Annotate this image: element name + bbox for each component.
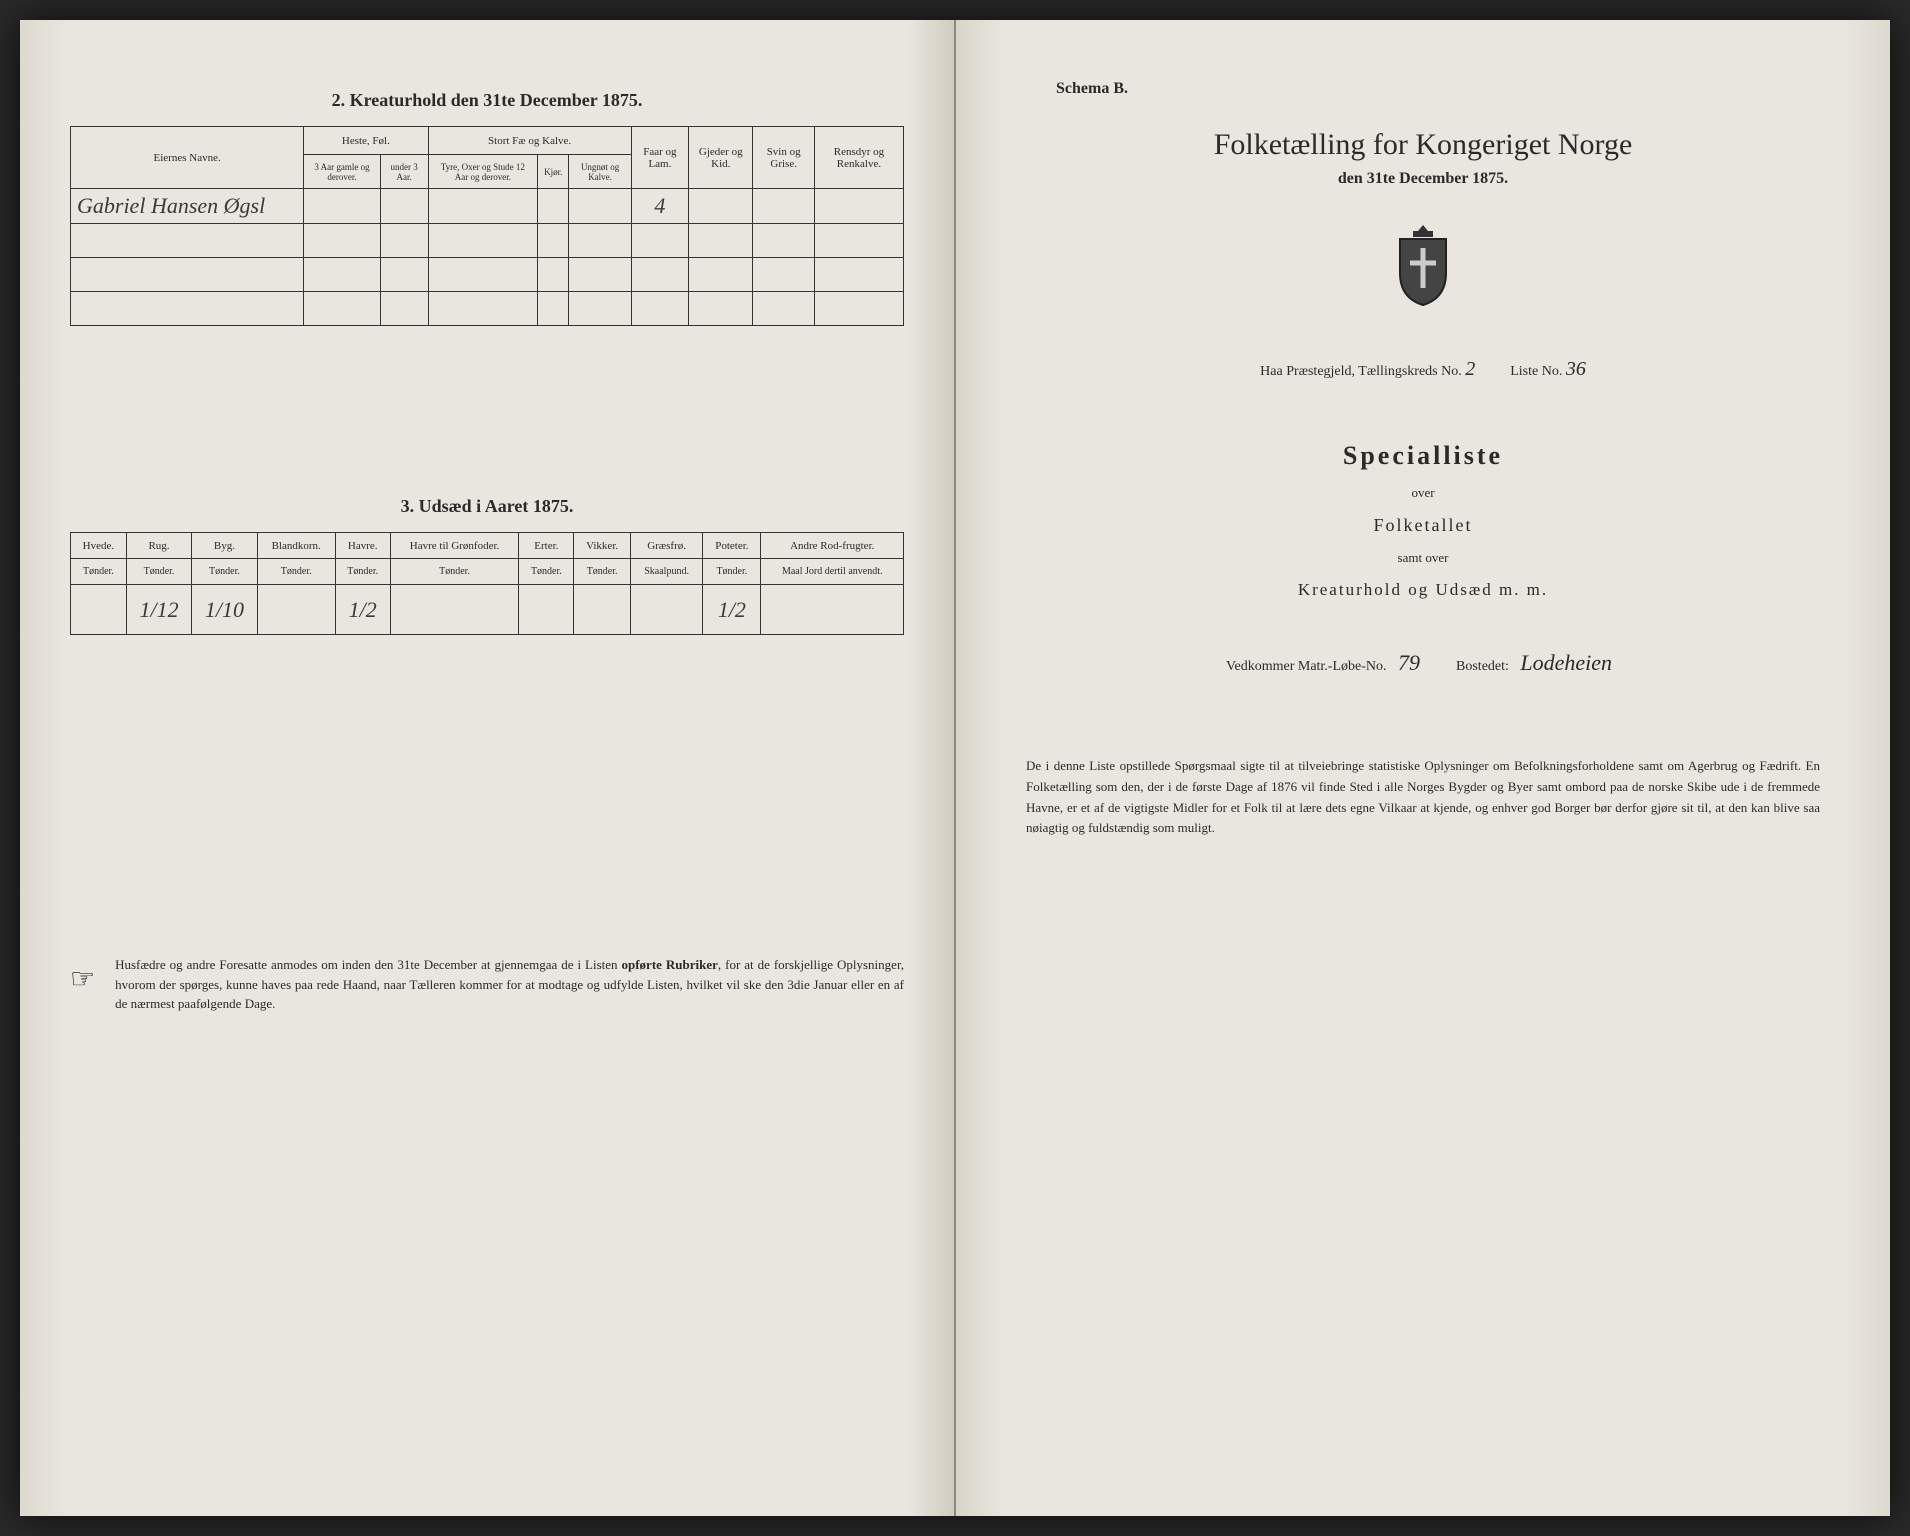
cell [761,585,904,635]
th: Tønder. [126,559,191,585]
section2-title: 2. Kreaturhold den 31te December 1875. [70,90,904,111]
liste-label: Liste No. [1510,364,1562,379]
cell [689,189,753,224]
th: Blandkorn. [257,533,335,559]
cell [569,189,631,224]
th: Byg. [192,533,257,559]
th-h2: under 3 Aar. [380,155,428,189]
th: Tønder. [71,559,127,585]
coat-of-arms-icon [1006,223,1840,323]
seed-table: Hvede. Rug. Byg. Blandkorn. Havre. Havre… [70,532,904,635]
right-page: Schema B. Folketælling for Kongeriget No… [956,20,1890,1516]
th-owner: Eiernes Navne. [71,127,304,189]
vedkommer-label: Vedkommer Matr.-Løbe-No. [1226,659,1387,674]
th-pigs: Svin og Grise. [753,127,814,189]
sheep-cell: 4 [631,189,688,224]
cell [814,189,903,224]
table-row: Gabriel Hansen Øgsl 4 [71,189,904,224]
cell: 1/2 [703,585,761,635]
district-prefix: Haa Præstegjeld, Tællingskreds No. [1260,364,1462,379]
th-reindeer: Rensdyr og Renkalve. [814,127,903,189]
th: Græsfrø. [630,533,702,559]
liste-no: 36 [1566,358,1586,380]
schema-label: Schema B. [1056,80,1840,98]
th: Erter. [519,533,574,559]
cell [390,585,519,635]
bostedet-label: Bostedet: [1456,659,1509,674]
table-row [71,258,904,292]
th: Vikker. [574,533,631,559]
table-row [71,292,904,326]
livestock-table: Eiernes Navne. Heste, Føl. Stort Fæ og K… [70,126,904,326]
th: Havre til Grønfoder. [390,533,519,559]
cell [538,189,569,224]
footnote: ☞ Husfædre og andre Foresatte anmodes om… [70,955,904,1014]
th: Tønder. [574,559,631,585]
th: Tønder. [335,559,390,585]
th-c1: Tyre, Oxer og Stude 12 Aar og derover. [428,155,538,189]
cell [428,189,538,224]
th: Tønder. [192,559,257,585]
table-row [71,224,904,258]
th: Skaalpund. [630,559,702,585]
th: Tønder. [257,559,335,585]
district-line: Haa Præstegjeld, Tællingskreds No. 2 Lis… [1006,358,1840,381]
samt-label: samt over [1006,550,1840,566]
th: Hvede. [71,533,127,559]
footnote-t1: Husfædre og andre Foresatte anmodes om i… [115,957,621,972]
th-horses: Heste, Føl. [304,127,428,155]
bostedet-value: Lodeheien [1520,650,1612,675]
cell [380,189,428,224]
th: Maal Jord dertil anvendt. [761,559,904,585]
kreatur-heading: Kreaturhold og Udsæd m. m. [1006,580,1840,600]
section3-title: 3. Udsæd i Aaret 1875. [70,496,904,517]
cell [753,189,814,224]
cell: 1/10 [192,585,257,635]
owner-cell: Gabriel Hansen Øgsl [71,189,304,224]
th-c3: Ungnøt og Kalve. [569,155,631,189]
th-h1: 3 Aar gamle og derover. [304,155,381,189]
cell: 1/2 [335,585,390,635]
cell [71,585,127,635]
th-goats: Gjeder og Kid. [689,127,753,189]
cell [257,585,335,635]
table-row: 1/12 1/10 1/2 1/2 [71,585,904,635]
pointing-hand-icon: ☞ [70,959,95,1014]
cell [630,585,702,635]
property-line: Vedkommer Matr.-Løbe-No. 79 Bostedet: Lo… [1006,650,1840,676]
census-date: den 31te December 1875. [1006,170,1840,188]
footnote-bold: opførte Rubriker [622,957,718,972]
cell [519,585,574,635]
th-c2: Kjør. [538,155,569,189]
book-spread: 2. Kreaturhold den 31te December 1875. E… [20,20,1890,1516]
th: Poteter. [703,533,761,559]
cell [574,585,631,635]
cell [304,189,381,224]
th: Andre Rod-frugter. [761,533,904,559]
th: Rug. [126,533,191,559]
district-no: 2 [1465,358,1475,380]
folketallet-heading: Folketallet [1006,515,1840,536]
over-label: over [1006,485,1840,501]
matr-no: 79 [1398,650,1420,675]
th-cattle: Stort Fæ og Kalve. [428,127,631,155]
th: Tønder. [519,559,574,585]
cell: 1/12 [126,585,191,635]
left-page: 2. Kreaturhold den 31te December 1875. E… [20,20,956,1516]
right-footnote: De i denne Liste opstillede Spørgsmaal s… [1006,756,1840,839]
th: Tønder. [390,559,519,585]
footnote-text: Husfædre og andre Foresatte anmodes om i… [115,955,904,1014]
specialliste-heading: Specialliste [1006,441,1840,471]
th: Tønder. [703,559,761,585]
census-title: Folketælling for Kongeriget Norge [1006,128,1840,162]
th-sheep: Faar og Lam. [631,127,688,189]
th: Havre. [335,533,390,559]
